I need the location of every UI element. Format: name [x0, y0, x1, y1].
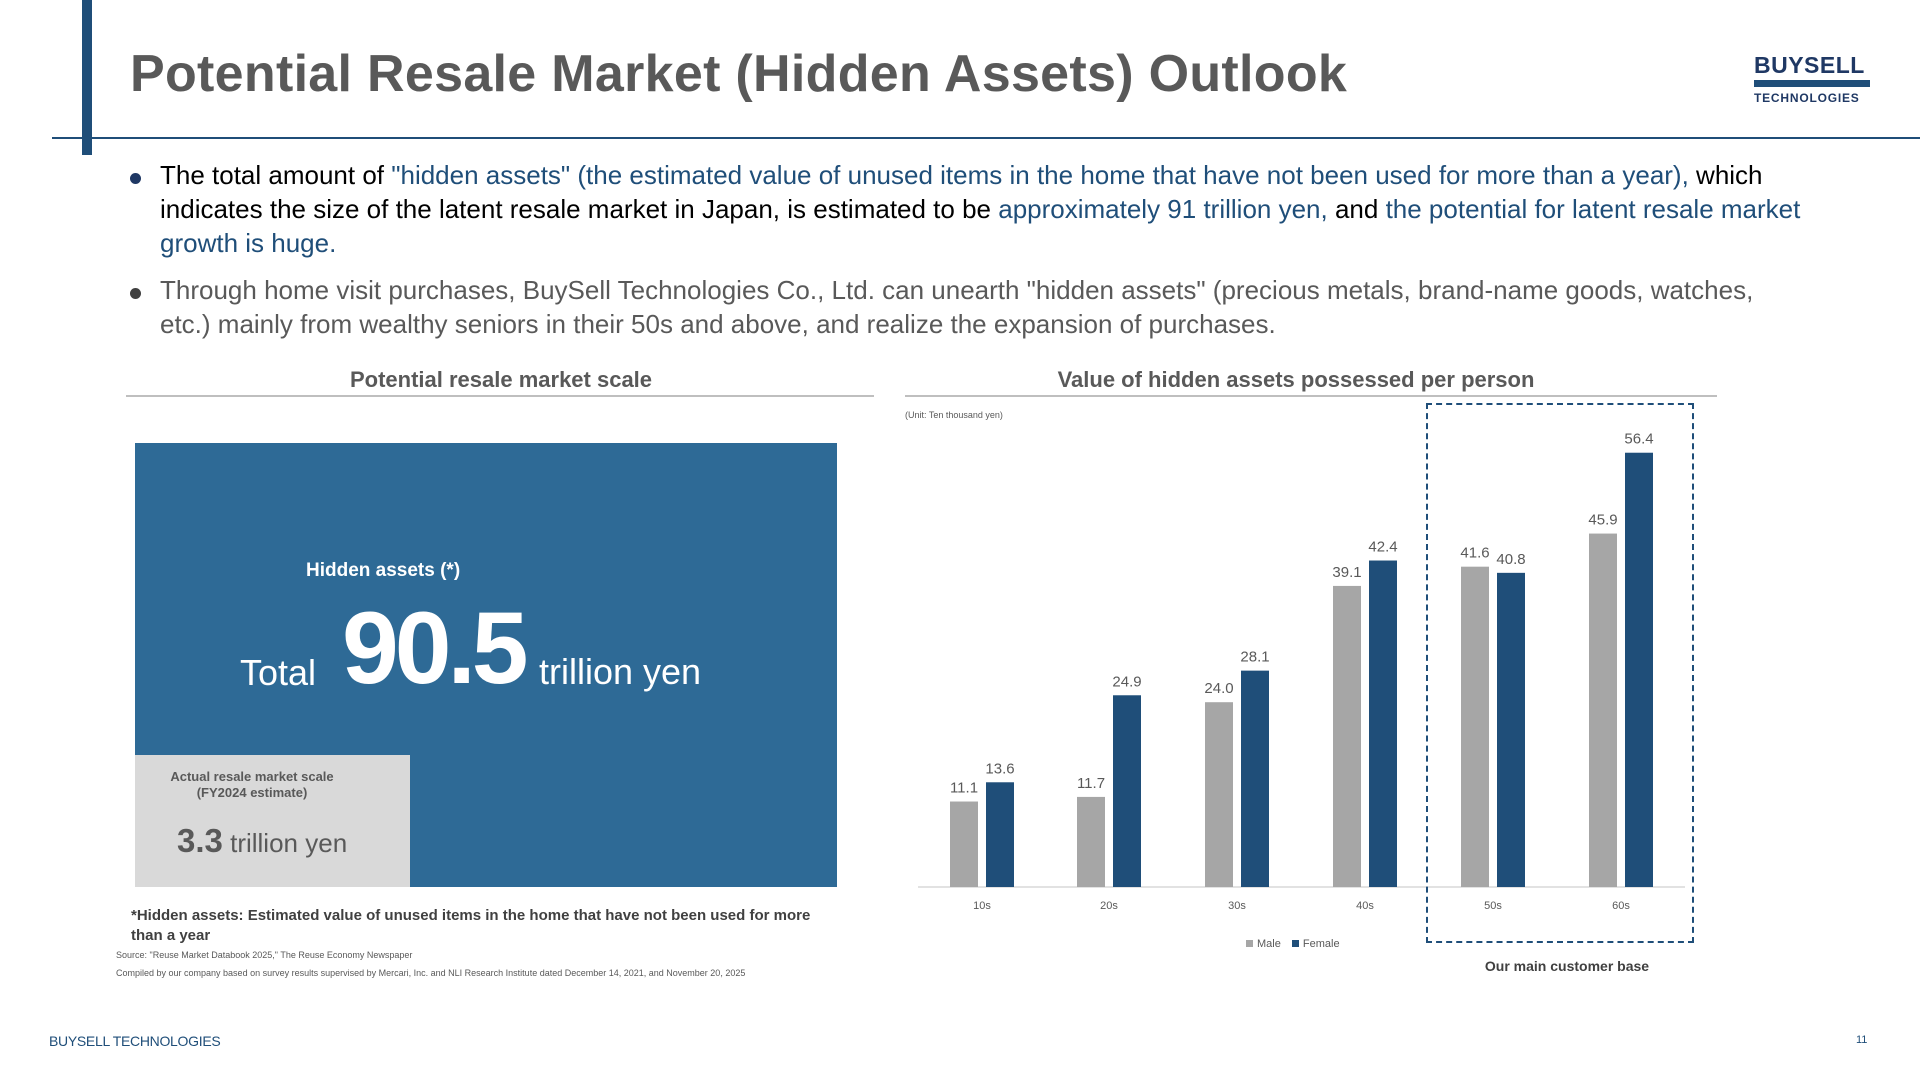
bar-male-50s: [1461, 566, 1489, 887]
bullet-dot-icon: [130, 173, 141, 184]
x-tick-label-30s: 30s: [1228, 900, 1246, 912]
actual-market-value: 3.3 trillion yen: [177, 822, 347, 860]
data-label-female-30s: 28.1: [1240, 649, 1269, 666]
bullet-highlight: "hidden assets" (the estimated value of …: [391, 160, 1689, 190]
bullet-dot-icon: [130, 288, 141, 299]
page-number: 11: [1856, 1034, 1868, 1046]
data-label-male-30s: 24.0: [1204, 680, 1233, 697]
bar-male-60s: [1589, 533, 1617, 887]
bar-female-10s: [986, 782, 1014, 887]
left-section-rule: [126, 395, 874, 397]
footer-brand: BUYSELL TECHNOLOGIES: [49, 1033, 221, 1049]
actual-market-label-line1: Actual resale market scale: [170, 769, 334, 784]
x-tick-label-50s: 50s: [1484, 900, 1502, 912]
x-tick-label-10s: 10s: [973, 900, 991, 912]
page-title: Potential Resale Market (Hidden Assets) …: [130, 45, 1348, 103]
data-label-male-40s: 39.1: [1332, 564, 1361, 581]
x-tick-label-60s: 60s: [1612, 900, 1630, 912]
bar-male-10s: [950, 801, 978, 887]
logo-subtext: TECHNOLOGIES: [1754, 91, 1860, 105]
bullet-list: The total amount of "hidden assets" (the…: [128, 158, 1808, 354]
legend-label-male: Male: [1257, 938, 1281, 950]
right-section-rule: [905, 395, 1717, 397]
bar-female-60s: [1625, 452, 1653, 887]
bullet-highlight: the potential for latent resale market g…: [160, 194, 1801, 258]
compiled-note: Compiled by our company based on survey …: [116, 968, 746, 978]
actual-value-unit: trillion yen: [222, 828, 348, 858]
title-accent-bar: [82, 0, 92, 155]
bullet-text: The total amount of: [160, 160, 392, 190]
bullet-text: which indicates the size of the latent r…: [160, 160, 1763, 224]
hidden-assets-label: Hidden assets (*): [306, 560, 461, 581]
data-label-female-20s: 24.9: [1112, 673, 1141, 690]
hidden-assets-footnote: *Hidden assets: Estimated value of unuse…: [131, 907, 811, 944]
right-section-title: Value of hidden assets possessed per per…: [1057, 367, 1535, 392]
actual-market-label-line2: (FY2024 estimate): [196, 785, 308, 800]
company-logo: BUYSELL TECHNOLOGIES: [1754, 52, 1870, 105]
bar-female-30s: [1241, 670, 1269, 887]
data-label-female-40s: 42.4: [1368, 539, 1397, 556]
total-word: Total: [240, 652, 317, 693]
x-tick-label-40s: 40s: [1356, 900, 1374, 912]
data-label-male-10s: 11.1: [950, 780, 978, 797]
bar-male-20s: [1077, 796, 1105, 887]
actual-value-number: 3.3: [177, 822, 223, 859]
bullet-home-visit: Through home visit purchases, BuySell Te…: [128, 273, 1808, 341]
data-label-female-60s: 56.4: [1624, 431, 1653, 448]
data-label-male-20s: 11.7: [1077, 775, 1105, 792]
bar-male-40s: [1333, 585, 1361, 887]
x-tick-label-20s: 20s: [1100, 900, 1118, 912]
customer-base-highlight: [1426, 403, 1694, 943]
total-unit: trillion yen: [539, 651, 702, 692]
bar-female-40s: [1369, 560, 1397, 887]
title-divider: [52, 137, 1920, 139]
data-label-male-60s: 45.9: [1588, 512, 1617, 529]
data-label-female-50s: 40.8: [1496, 551, 1525, 568]
bar-female-20s: [1113, 695, 1141, 887]
logo-wordmark: BUYSELL: [1754, 52, 1865, 78]
source-note: Source: "Reuse Market Databook 2025," Th…: [116, 950, 413, 960]
bullet-text: and: [1327, 194, 1386, 224]
bullet-text: Through home visit purchases, BuySell Te…: [160, 275, 1754, 339]
left-section-title: Potential resale market scale: [349, 367, 653, 392]
legend-item-female: Female: [1291, 938, 1340, 950]
data-label-female-10s: 13.6: [985, 760, 1014, 777]
legend-label-female: Female: [1302, 938, 1340, 950]
bullet-hidden-assets: The total amount of "hidden assets" (the…: [128, 158, 1808, 260]
chart-legend: Male Female: [1246, 938, 1348, 950]
legend-swatch-female: [1291, 940, 1299, 947]
bullet-highlight: approximately 91 trillion yen,: [998, 194, 1328, 224]
legend-item-male: Male: [1246, 938, 1281, 950]
legend-swatch-male: [1246, 940, 1253, 947]
data-label-male-50s: 41.6: [1460, 545, 1489, 562]
logo-bar: [1754, 80, 1870, 87]
total-value: 90.5: [342, 591, 529, 705]
unit-note: (Unit: Ten thousand yen): [905, 410, 1003, 420]
actual-market-label: Actual resale market scale (FY2024 estim…: [152, 769, 352, 801]
bar-male-30s: [1205, 702, 1233, 887]
actual-market-area: [135, 755, 410, 887]
customer-base-label: Our main customer base: [1484, 958, 1650, 974]
bar-female-50s: [1497, 572, 1525, 887]
